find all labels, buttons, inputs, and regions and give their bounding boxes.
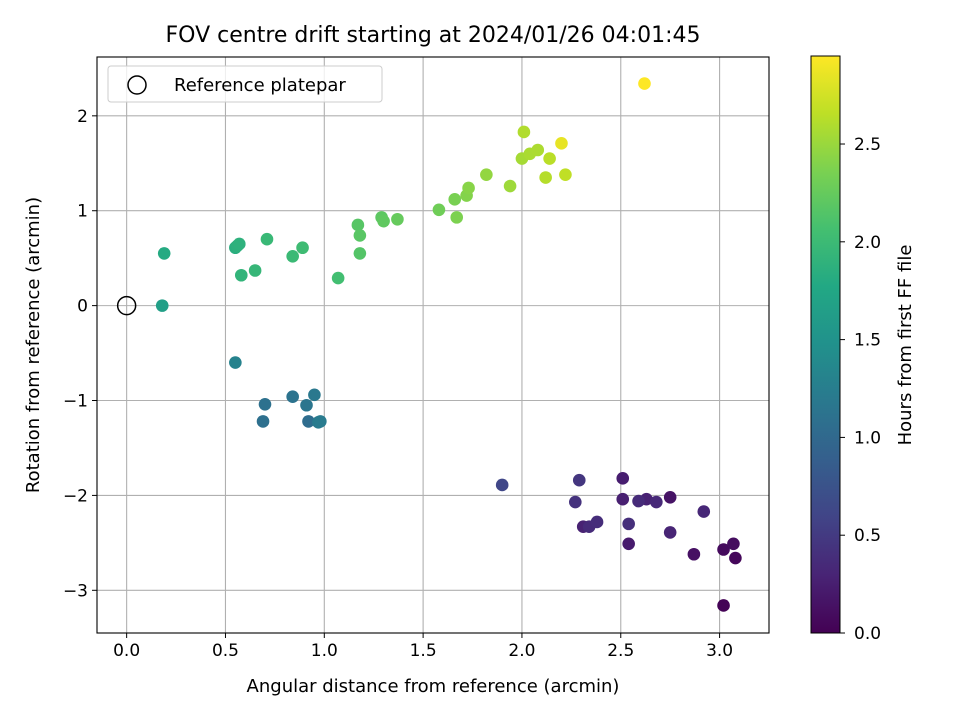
colorbar-tick-label: 2.5 [854,135,881,155]
data-point [729,551,742,565]
data-point [300,398,313,412]
data-point [353,247,367,260]
data-point [616,472,630,485]
data-point [559,168,572,181]
data-point [248,264,262,277]
x-tick-label: 2.0 [508,641,535,661]
legend: Reference platepar [107,65,383,103]
colorbar-ticks: 0.0 0.5 1.0 1.5 2.0 2.5 [840,135,881,644]
y-tick-label: 2 [77,107,88,127]
data-point [157,247,171,260]
data-point [296,241,309,255]
data-point [650,495,663,509]
colorbar-tick-label: 0.0 [854,624,881,644]
data-point [590,515,604,529]
data-point [448,193,462,206]
x-tick-label: 1.0 [311,641,338,661]
legend-label-reference: Reference platepar [174,75,346,96]
x-tick-label: 0.5 [212,641,239,661]
data-point [632,494,645,508]
data-point [503,179,517,193]
data-point [256,415,270,428]
colorbar-label: Hours from first FF file [895,245,916,446]
data-point [233,237,246,251]
data-point [697,505,711,518]
chart-title: FOV centre drift starting at 2024/01/26 … [166,23,701,48]
data-point [351,218,365,232]
x-tick-label: 1.5 [410,641,437,661]
data-point [302,415,315,428]
plot-frame [96,56,770,634]
data-point [480,168,493,181]
data-point [234,268,248,282]
data-point [462,181,475,195]
y-tick-label: 1 [77,202,88,222]
data-point [229,356,242,369]
data-point [616,492,630,506]
data-point [717,599,730,612]
y-gridlines [97,115,769,591]
data-point [663,491,677,504]
x-tick-label: 2.5 [607,641,634,661]
data-point [495,478,509,492]
data-point [622,517,635,531]
data-point [391,212,404,226]
data-point [377,214,390,228]
data-point [517,125,531,139]
y-tick-label: −2 [63,486,88,506]
colorbar-tick-label: 0.5 [854,526,881,546]
colorbar-tick-label: 1.0 [854,428,881,448]
data-point [638,77,651,90]
x-axis: 0.0 0.5 1.0 1.5 2.0 2.5 3.0 [113,633,733,661]
data-point [572,473,586,487]
x-tick-label: 0.0 [113,641,140,661]
y-tick-label: −3 [63,581,88,601]
data-point [260,232,274,246]
legend-box [107,65,383,103]
data-point [663,526,677,539]
data-point [555,137,568,150]
data-point [622,537,635,551]
data-point [432,203,446,217]
data-point [155,299,169,312]
data-point [314,415,327,428]
y-tick-label: −1 [63,392,88,412]
scatter-points [155,77,742,612]
data-point [450,211,464,224]
data-point [727,537,740,551]
colorbar-tick-label: 2.0 [854,233,881,253]
y-axis-label: Rotation from reference (arcmin) [23,197,44,493]
x-axis-label: Angular distance from reference (arcmin) [247,676,620,697]
data-point [543,152,556,165]
reference-point-marker [116,295,137,316]
data-point [331,271,345,285]
x-tick-label: 3.0 [706,641,733,661]
data-point [569,495,582,509]
data-point [258,398,272,411]
plot-area [96,56,770,634]
data-point [286,390,299,404]
data-point [539,171,552,184]
data-point [308,388,321,402]
colorbar-gradient [810,55,841,634]
y-axis: −3 −2 −1 0 1 2 [63,107,97,601]
data-point [687,547,701,561]
legend-marker-reference [127,75,147,95]
data-point [353,229,367,242]
colorbar-tick-label: 1.5 [854,331,881,351]
data-point [717,543,730,556]
data-point [531,143,545,157]
data-point [286,249,299,263]
y-tick-label: 0 [77,297,88,317]
colorbar: 0.0 0.5 1.0 1.5 2.0 2.5 Hours from first FF f… [810,55,916,644]
